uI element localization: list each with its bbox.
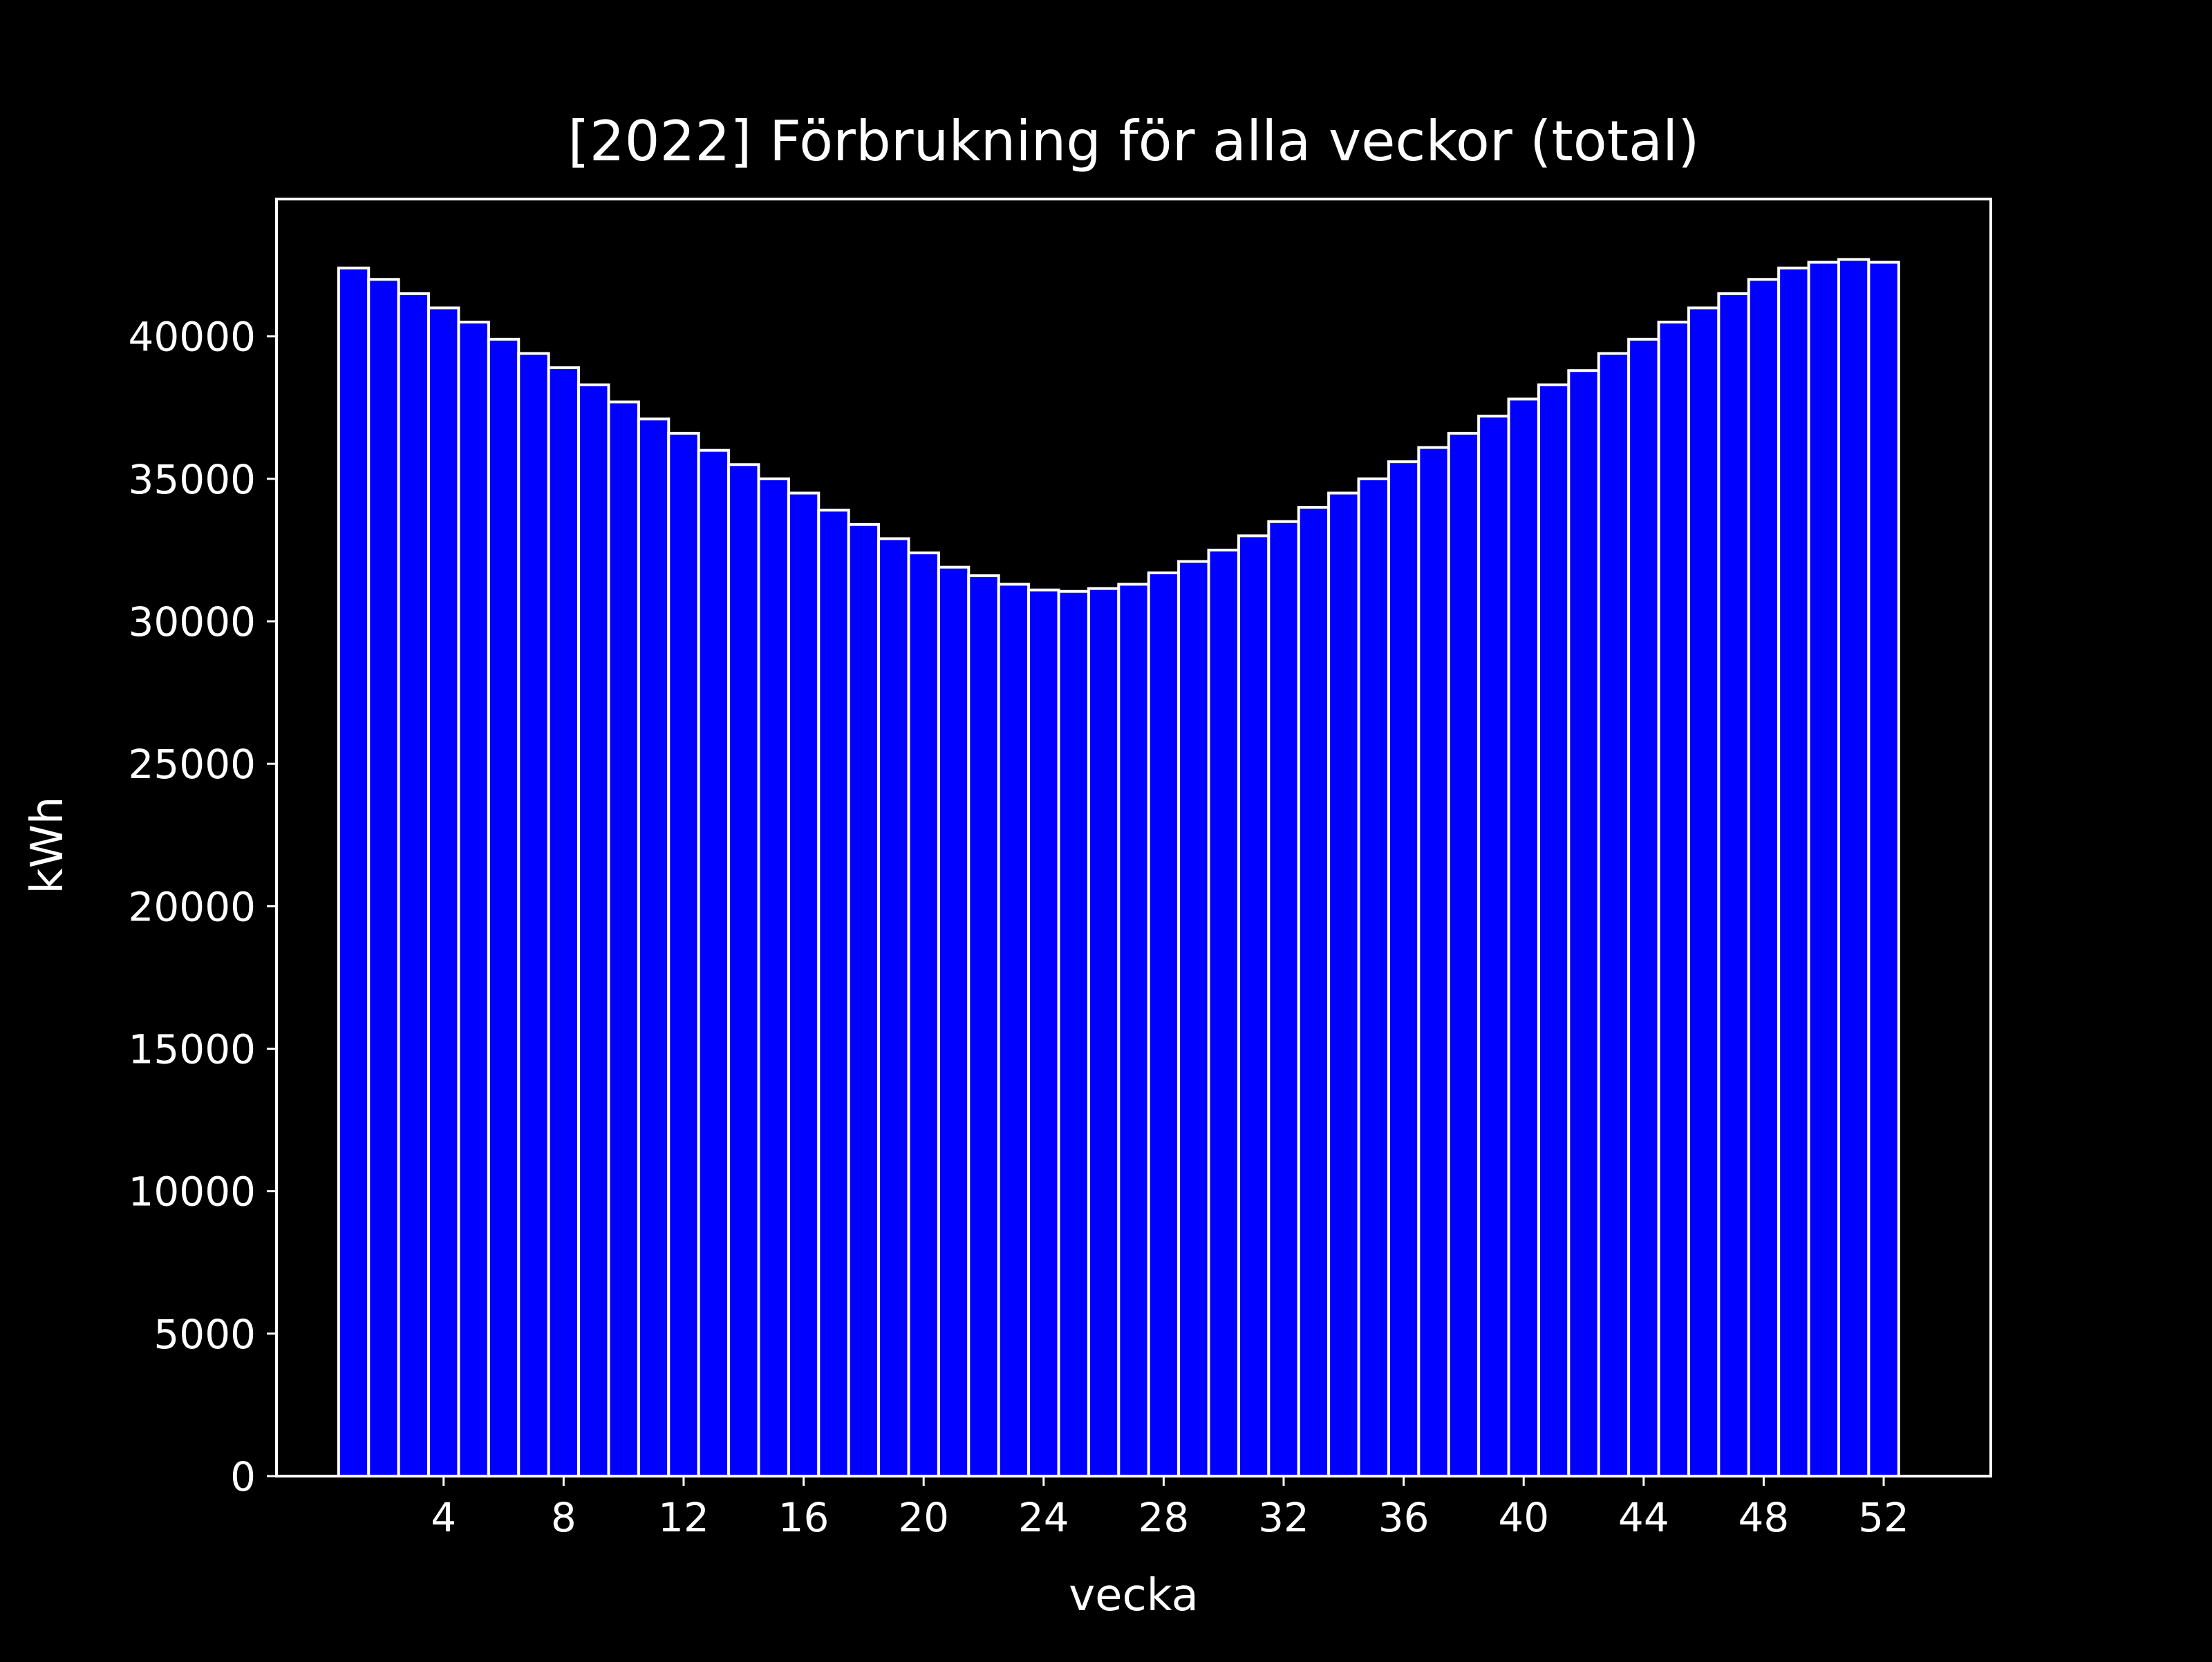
bar-week-51	[1837, 258, 1871, 1477]
y-tick-label: 20000	[128, 883, 256, 930]
bar-week-26	[1087, 587, 1121, 1477]
y-tick-label: 25000	[128, 741, 256, 788]
bar-week-38	[1447, 431, 1481, 1477]
bar-week-37	[1417, 446, 1450, 1477]
x-tick-label: 44	[1618, 1494, 1669, 1541]
bar-week-32	[1267, 520, 1300, 1478]
bar-week-35	[1357, 477, 1390, 1477]
x-tick-label: 28	[1138, 1494, 1189, 1541]
bar-week-14	[727, 463, 760, 1477]
bar-week-21	[937, 565, 971, 1477]
bar-week-34	[1327, 491, 1360, 1477]
x-tick-label: 48	[1738, 1494, 1790, 1541]
axes-frame	[275, 198, 1992, 1477]
bar-week-2	[367, 278, 400, 1478]
bar-week-15	[757, 477, 790, 1477]
y-tick-label: 0	[230, 1453, 256, 1500]
bar-week-50	[1807, 261, 1840, 1477]
bar-week-31	[1237, 534, 1271, 1477]
chart-title: [2022] Förbrukning för alla veckor (tota…	[568, 109, 1700, 173]
bar-week-46	[1687, 306, 1721, 1478]
bar-week-18	[847, 522, 881, 1478]
y-tick-label: 5000	[153, 1311, 256, 1358]
x-axis: 4 8 12 16 20 24 28 32 36 40 44 48 52	[431, 1476, 1909, 1541]
x-tick-label: 40	[1498, 1494, 1549, 1541]
bar-week-28	[1147, 571, 1181, 1477]
y-axis: 0 5000 10000 15000 20000 25000 30000 35000 40000	[128, 314, 276, 1500]
x-tick-label: 32	[1258, 1494, 1309, 1541]
bar-week-17	[817, 509, 850, 1477]
x-tick-label: 12	[658, 1494, 709, 1541]
bar-week-29	[1177, 560, 1210, 1478]
bar-week-7	[517, 352, 550, 1477]
bar-week-52	[1867, 261, 1900, 1477]
bar-week-12	[667, 431, 700, 1477]
bar-week-1	[337, 266, 371, 1478]
bar-week-19	[877, 537, 910, 1477]
bar-week-5	[457, 321, 490, 1477]
x-tick-label: 16	[778, 1494, 830, 1541]
bar-week-40	[1507, 397, 1540, 1477]
bar-week-6	[487, 337, 521, 1477]
bar-week-47	[1717, 292, 1750, 1477]
y-tick-label: 10000	[128, 1169, 256, 1216]
bar-week-11	[637, 417, 671, 1478]
bar-week-24	[1027, 588, 1060, 1477]
bar-week-48	[1747, 278, 1781, 1478]
x-tick-label: 24	[1018, 1494, 1069, 1541]
bar-week-9	[577, 383, 610, 1478]
bar-week-30	[1207, 548, 1240, 1477]
bar-week-13	[697, 448, 731, 1478]
x-axis-label: vecka	[1069, 1570, 1199, 1621]
bar-week-41	[1537, 383, 1571, 1478]
bar-week-36	[1387, 460, 1421, 1477]
bar-week-39	[1477, 415, 1510, 1478]
y-tick-label: 30000	[128, 598, 256, 645]
bar-week-20	[907, 551, 940, 1477]
bar-week-49	[1777, 266, 1810, 1478]
y-tick-label: 40000	[128, 314, 256, 361]
bar-week-27	[1117, 583, 1150, 1477]
bar-week-10	[607, 400, 640, 1477]
bar-week-4	[427, 306, 460, 1478]
bars	[337, 258, 1900, 1478]
bar-week-43	[1597, 352, 1631, 1477]
bar-week-22	[967, 574, 1000, 1477]
bar-week-25	[1057, 589, 1090, 1477]
bar-week-16	[787, 491, 821, 1477]
x-tick-label: 52	[1858, 1494, 1909, 1541]
bar-week-23	[997, 583, 1031, 1477]
x-tick-label: 4	[431, 1494, 456, 1541]
bar-week-45	[1657, 321, 1690, 1477]
x-tick-label: 20	[898, 1494, 949, 1541]
x-tick-label: 8	[551, 1494, 577, 1541]
bar-week-3	[397, 292, 431, 1477]
y-tick-label: 15000	[128, 1026, 256, 1073]
bar-week-42	[1567, 369, 1600, 1477]
bar-week-44	[1627, 337, 1660, 1477]
y-axis-label: kWh	[22, 797, 73, 894]
bar-week-33	[1297, 506, 1331, 1477]
y-tick-label: 35000	[128, 456, 256, 503]
bar-week-8	[547, 366, 581, 1477]
x-tick-label: 36	[1378, 1494, 1430, 1541]
